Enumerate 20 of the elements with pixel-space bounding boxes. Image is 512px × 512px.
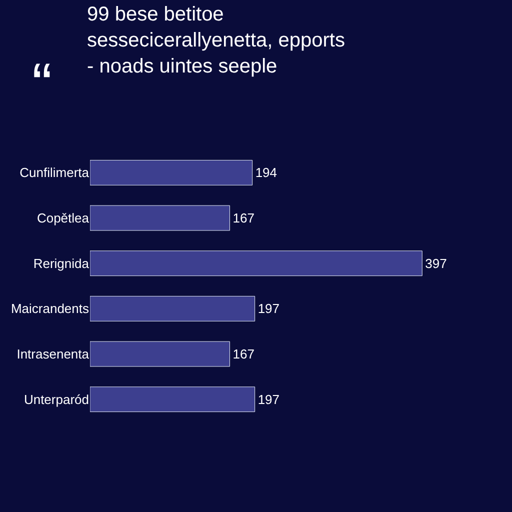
y-tick-label: Intrasenenta xyxy=(16,346,90,362)
bar xyxy=(90,341,230,367)
text: “ xyxy=(32,51,52,118)
y-tick-label: Maicrandents xyxy=(10,301,90,316)
chart-title: 99 bese betitoe sessecicerallyenetta, epports - noads uintes seeple xyxy=(87,3,345,78)
data-label: 197 xyxy=(258,301,280,316)
bar xyxy=(90,386,256,412)
data-label: 397 xyxy=(425,256,447,271)
bar xyxy=(90,250,422,276)
data-label: 167 xyxy=(232,210,254,226)
y-tick-label: Cunfilimerta xyxy=(20,165,90,180)
bar xyxy=(90,160,253,186)
data-label: 197 xyxy=(258,392,280,407)
y-tick-label: Unterparód xyxy=(24,392,89,407)
y-tick-label: Rerignida xyxy=(33,256,90,271)
data-label: 194 xyxy=(255,165,278,180)
bar xyxy=(90,296,256,322)
bar xyxy=(90,205,230,231)
y-tick-label: Copětlea xyxy=(36,210,90,226)
data-label: 167 xyxy=(232,346,254,362)
